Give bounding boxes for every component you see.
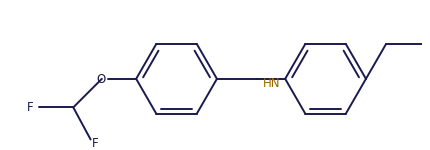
Text: F: F: [92, 137, 99, 150]
Text: O: O: [96, 73, 105, 86]
Text: F: F: [27, 101, 34, 114]
Text: HN: HN: [262, 77, 280, 90]
